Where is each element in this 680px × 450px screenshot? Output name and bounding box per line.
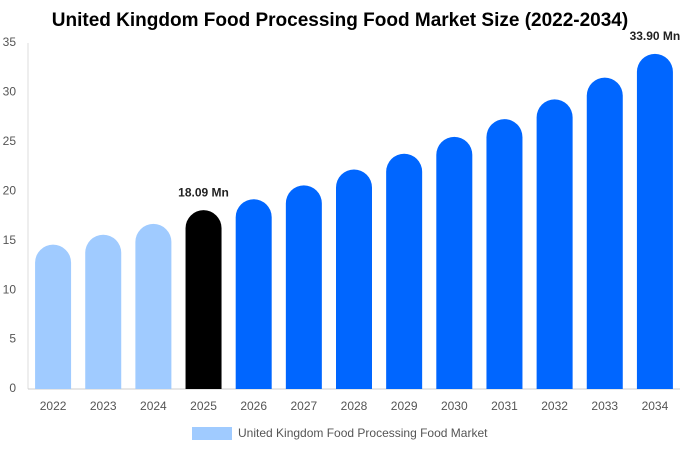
- bar: [436, 136, 473, 389]
- legend-label: United Kingdom Food Processing Food Mark…: [238, 426, 488, 440]
- x-tick-label: 2031: [491, 399, 518, 413]
- y-tick-label: 20: [3, 183, 17, 197]
- legend-swatch: [192, 427, 232, 440]
- x-tick-label: 2032: [541, 399, 568, 413]
- y-tick-label: 25: [3, 134, 17, 148]
- bar: [486, 119, 523, 389]
- y-tick-label: 35: [3, 35, 17, 49]
- x-tick-label: 2023: [90, 399, 117, 413]
- x-tick-label: 2028: [341, 399, 368, 413]
- y-tick-label: 0: [9, 381, 16, 395]
- value-label: 33.90 Mn: [630, 29, 680, 43]
- x-tick-label: 2025: [190, 399, 217, 413]
- bar: [636, 53, 673, 390]
- x-tick-label: 2024: [140, 399, 167, 413]
- x-tick-label: 2022: [40, 399, 67, 413]
- x-tick-label: 2034: [642, 399, 669, 413]
- y-tick-label: 30: [3, 85, 17, 99]
- bar: [586, 77, 623, 389]
- bar: [536, 99, 573, 389]
- bar: [285, 185, 322, 389]
- bar: [85, 234, 122, 389]
- y-tick-label: 10: [3, 282, 17, 296]
- bar: [35, 244, 72, 389]
- bar: [135, 223, 172, 389]
- bar: [336, 169, 372, 389]
- x-tick-label: 2030: [441, 399, 468, 413]
- value-label: 18.09 Mn: [178, 185, 229, 199]
- x-tick-label: 2026: [240, 399, 267, 413]
- bar: [235, 199, 272, 389]
- y-tick-label: 5: [9, 332, 16, 346]
- x-tick-label: 2029: [391, 399, 418, 413]
- chart-title: United Kingdom Food Processing Food Mark…: [52, 10, 628, 31]
- x-tick-label: 2027: [290, 399, 317, 413]
- x-tick-label: 2033: [591, 399, 618, 413]
- y-tick-label: 15: [3, 233, 17, 247]
- bar: [185, 210, 222, 389]
- bar: [386, 153, 423, 389]
